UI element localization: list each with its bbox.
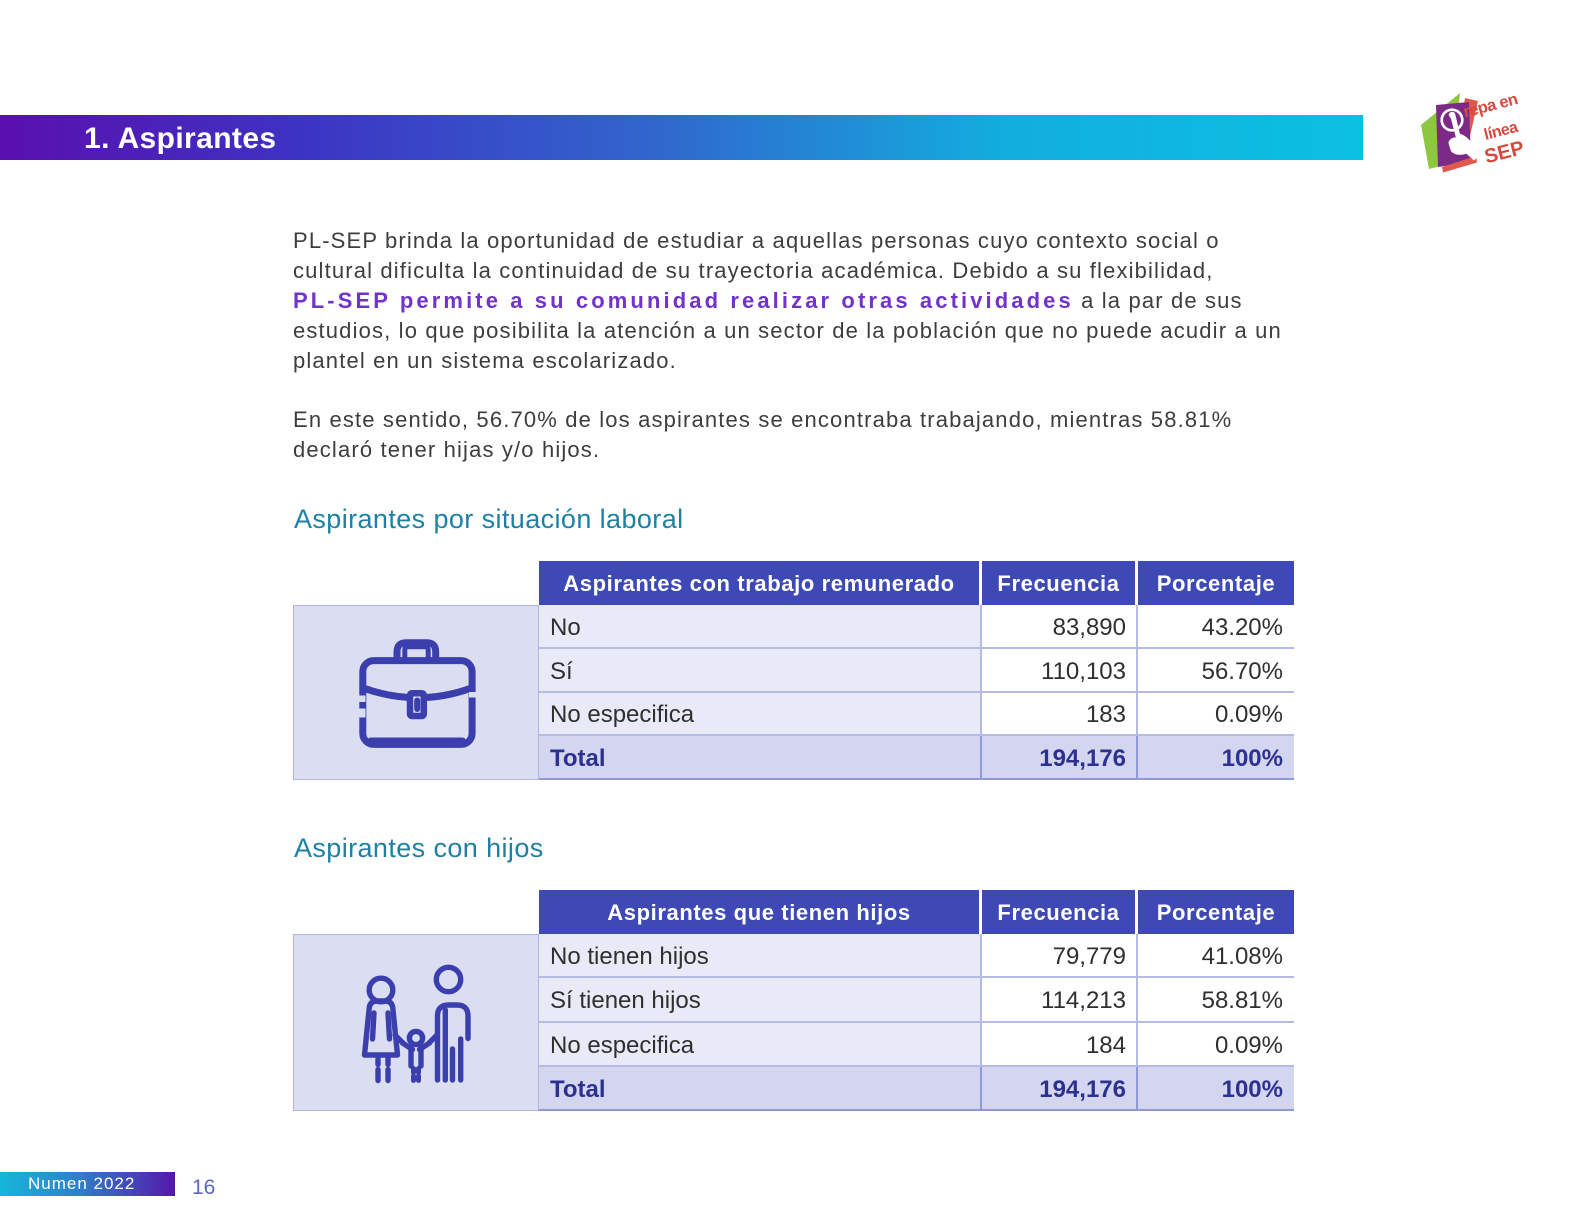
svg-text:repa en: repa en bbox=[1461, 90, 1519, 121]
